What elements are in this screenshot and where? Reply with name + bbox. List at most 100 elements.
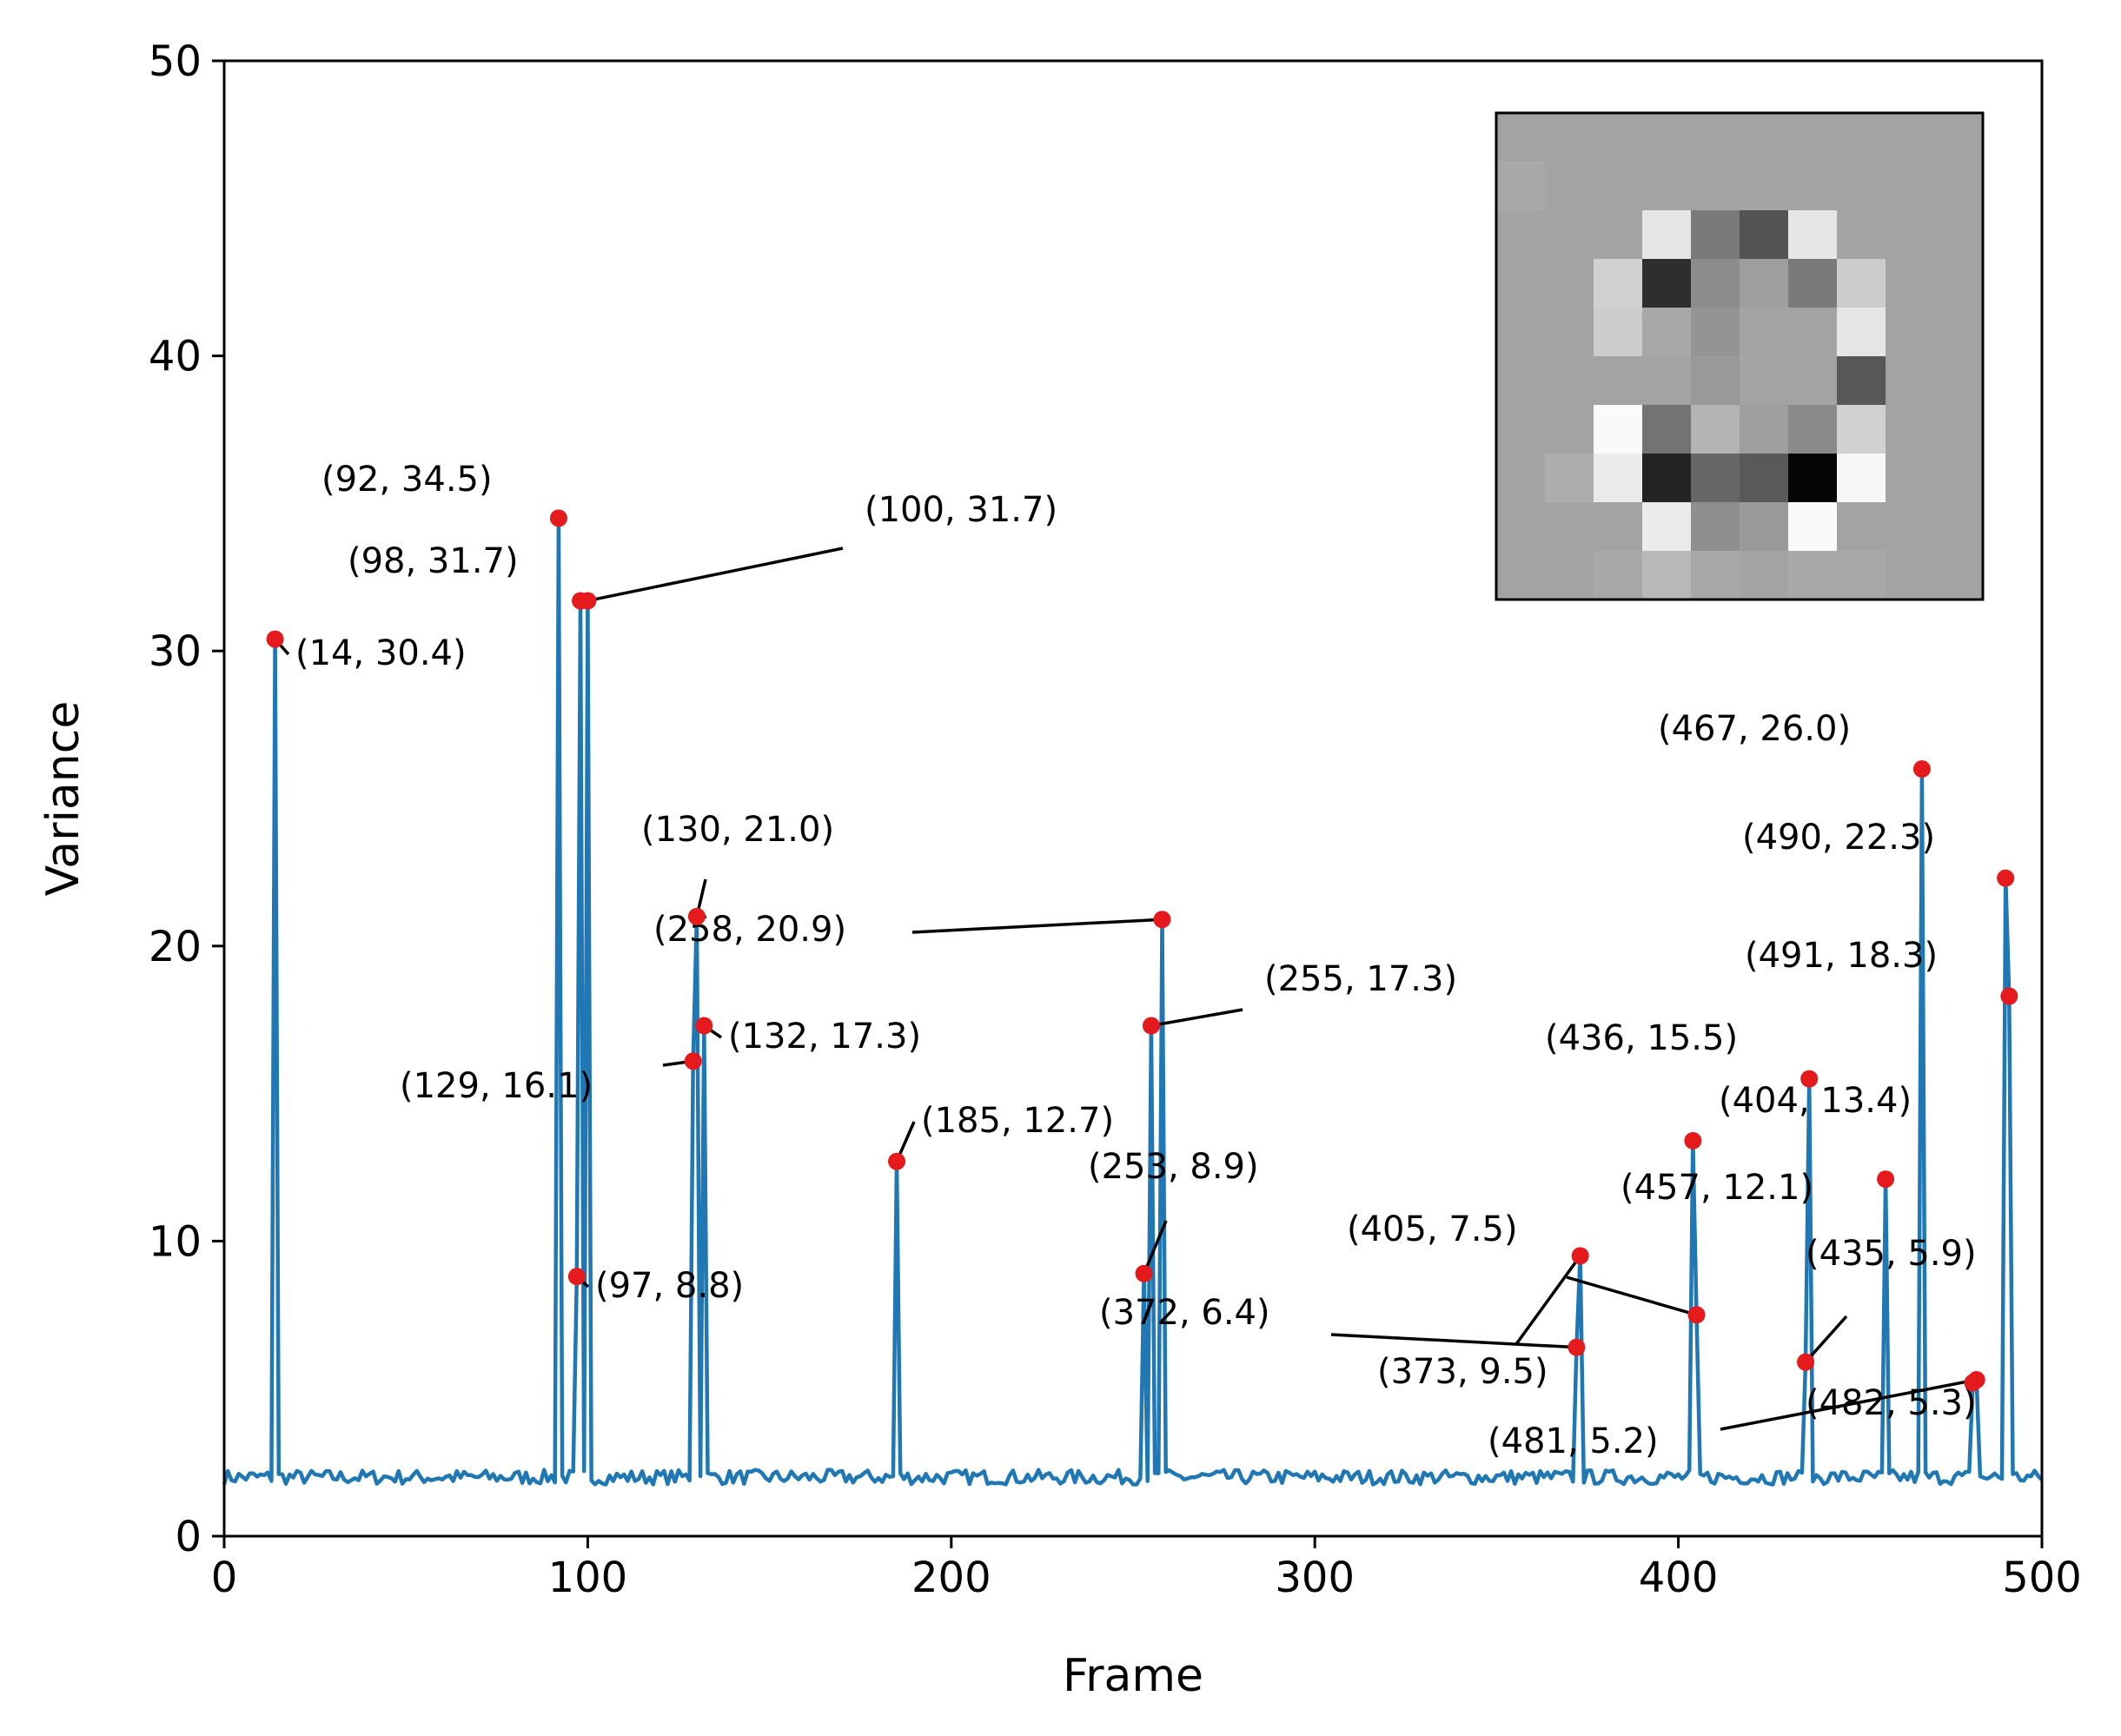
inset-cell [1837, 405, 1886, 454]
peak-marker-373 [1571, 1247, 1589, 1265]
peak-marker-436 [1800, 1070, 1819, 1088]
peak-marker-14 [266, 630, 284, 648]
inset-cell [1837, 259, 1886, 308]
inset-cell [1642, 405, 1692, 454]
inset-image [1495, 111, 1985, 601]
inset-cell [1788, 454, 1838, 503]
inset-cell [1691, 113, 1740, 162]
y-tick-label-50: 50 [149, 37, 202, 86]
inset-cell [1594, 113, 1643, 162]
peak-label-481: (481, 5.2) [1488, 1421, 1659, 1461]
inset-cell [1594, 356, 1643, 406]
peak-label-255: (255, 17.3) [1264, 959, 1457, 999]
annotation-leader-100 [587, 547, 844, 603]
x-tick-label-0: 0 [211, 1554, 238, 1602]
annotation-leader-258 [911, 918, 1163, 934]
annotation-leader-253 [1142, 1220, 1168, 1275]
peak-marker-253 [1135, 1264, 1153, 1282]
peak-marker-457 [1877, 1170, 1895, 1189]
inset-cell [1886, 356, 1935, 406]
peak-marker-258 [1153, 911, 1171, 929]
inset-cell [1934, 454, 1984, 503]
inset-cell [1934, 210, 1984, 260]
inset-cell [1496, 356, 1546, 406]
annotation-leader-255 [1150, 1008, 1243, 1028]
peak-label-436: (436, 15.5) [1545, 1018, 1738, 1058]
inset-cell [1886, 259, 1935, 308]
inset-cell [1740, 162, 1789, 211]
x-axis-label: Frame [1063, 1650, 1203, 1702]
peak-marker-185 [888, 1152, 906, 1170]
inset-cell [1545, 405, 1594, 454]
peak-label-97: (97, 8.8) [595, 1266, 744, 1306]
peak-marker-129 [684, 1052, 702, 1070]
inset-cell [1496, 551, 1546, 600]
inset-cell [1594, 162, 1643, 211]
inset-cell [1788, 308, 1838, 357]
inset-cell [1545, 454, 1594, 503]
peak-label-130: (130, 21.0) [641, 810, 834, 850]
inset-cell [1496, 405, 1546, 454]
inset-frame [1495, 111, 1985, 601]
y-axis-label: Variance [37, 701, 89, 897]
inset-cell [1642, 210, 1692, 260]
inset-cell [1594, 259, 1643, 308]
inset-cell [1594, 454, 1643, 503]
axes: 0 100 200 300 400 500 0 10 20 30 40 50 [149, 37, 2082, 1602]
peak-label-100: (100, 31.7) [865, 490, 1057, 530]
peak-label-253: (253, 8.9) [1088, 1147, 1259, 1187]
peak-label-372: (372, 6.4) [1099, 1293, 1270, 1333]
inset-cell [1740, 113, 1789, 162]
inset-cell [1545, 162, 1594, 211]
peak-marker-130 [687, 907, 706, 925]
inset-cell [1788, 113, 1838, 162]
peak-marker-97 [567, 1268, 586, 1286]
x-tick-label-200: 200 [911, 1554, 991, 1602]
peak-label-457: (457, 12.1) [1621, 1168, 1813, 1208]
annotation-leader-372 [1330, 1333, 1577, 1349]
peak-label-92: (92, 34.5) [321, 460, 493, 500]
inset-cell [1594, 210, 1643, 260]
inset-cell [1642, 308, 1692, 357]
inset-cell [1886, 454, 1935, 503]
peak-marker-491 [2000, 987, 2018, 1005]
peak-label-185: (185, 12.7) [921, 1101, 1114, 1141]
inset-cell [1740, 356, 1789, 406]
inset-cell [1886, 502, 1935, 552]
inset-cell [1496, 454, 1546, 503]
inset-cell [1642, 113, 1692, 162]
inset-cell [1934, 356, 1984, 406]
inset-cell [1545, 259, 1594, 308]
peak-label-258: (258, 20.9) [653, 910, 846, 950]
peak-label-435: (435, 5.9) [1806, 1234, 1977, 1274]
inset-cell [1496, 259, 1546, 308]
peak-marker-482 [1967, 1371, 1985, 1389]
y-tick-label-30: 30 [149, 627, 202, 676]
inset-cell [1934, 551, 1984, 600]
peak-marker-372 [1568, 1338, 1586, 1356]
peak-label-491: (491, 18.3) [1745, 936, 1938, 976]
inset-cell [1740, 454, 1789, 503]
inset-cell [1837, 551, 1886, 600]
inset-cell [1642, 259, 1692, 308]
y-tick-label-40: 40 [149, 333, 202, 381]
inset-cell [1837, 502, 1886, 552]
inset-cell [1740, 551, 1789, 600]
peak-marker-100 [579, 592, 597, 610]
inset-cell [1934, 259, 1984, 308]
peak-marker-255 [1142, 1017, 1160, 1035]
peak-marker-490 [1997, 869, 2015, 887]
inset-cell [1886, 162, 1935, 211]
annotation-leader-405 [1566, 1275, 1698, 1316]
inset-cell [1934, 162, 1984, 211]
inset-cell [1594, 502, 1643, 552]
inset-cell [1642, 502, 1692, 552]
inset-cell [1691, 162, 1740, 211]
x-tick-label-100: 100 [548, 1554, 628, 1602]
inset-cell [1837, 356, 1886, 406]
inset-cell [1837, 308, 1886, 357]
inset-cell [1496, 113, 1546, 162]
peak-label-405: (405, 7.5) [1347, 1209, 1518, 1249]
inset-cell [1740, 259, 1789, 308]
